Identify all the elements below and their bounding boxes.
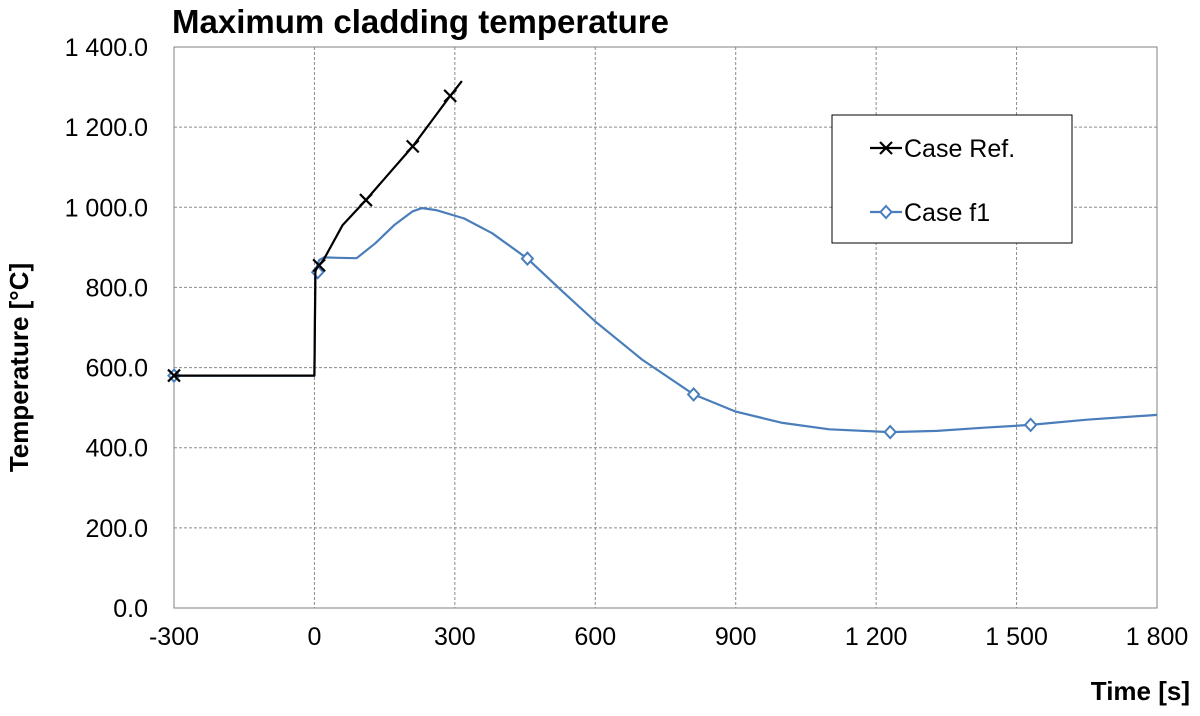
- y-tick-label: 0.0: [113, 595, 148, 623]
- data-point-case-ref: [405, 139, 420, 154]
- y-tick-label: 200.0: [85, 515, 148, 543]
- x-tick-label: 300: [434, 623, 476, 651]
- data-point-case-f1: [520, 251, 535, 267]
- y-tick-label: 600.0: [85, 355, 148, 383]
- legend: Case Ref. Case f1: [831, 114, 1073, 244]
- y-axis-label: Temperature [°C]: [4, 263, 34, 472]
- x-tick-label: 600: [574, 623, 616, 651]
- x-tick-label: 1 800: [1126, 623, 1189, 651]
- legend-item-case-ref: Case Ref.: [870, 135, 1015, 163]
- x-axis-ticks: -300 0 300 600 900 1 200 1 500 1 800: [149, 623, 1188, 651]
- y-tick-label: 800.0: [85, 274, 148, 302]
- series-line-case-ref: [174, 80, 463, 377]
- y-tick-label: 1 200.0: [65, 114, 148, 142]
- data-point-case-f1: [686, 386, 701, 402]
- legend-label: Case f1: [904, 199, 990, 227]
- data-point-case-f1: [1023, 417, 1038, 433]
- x-tick-label: 1 200: [845, 623, 908, 651]
- series-case-ref: [167, 80, 463, 383]
- x-axis-label: Time [s]: [1091, 676, 1190, 706]
- data-point-case-ref: [167, 368, 181, 383]
- data-point-case-ref: [359, 193, 373, 207]
- chart-title: Maximum cladding temperature: [172, 3, 669, 40]
- x-tick-label: 0: [307, 623, 321, 651]
- y-tick-label: 1 400.0: [65, 34, 148, 62]
- x-tick-label: 1 500: [985, 623, 1048, 651]
- data-point-case-ref: [443, 89, 457, 103]
- x-tick-label: -300: [149, 623, 199, 651]
- y-axis-ticks: 0.0 200.0 400.0 600.0 800.0 1 000.0 1 200.0 1 4…: [65, 34, 148, 623]
- legend-marker-case-f1: [879, 204, 893, 220]
- series-group: [167, 80, 1158, 440]
- legend-box: [831, 114, 1073, 244]
- data-point-case-f1: [883, 424, 898, 440]
- x-tick-label: 900: [715, 623, 757, 651]
- legend-marker-case-ref: [879, 141, 893, 155]
- legend-label: Case Ref.: [904, 135, 1015, 163]
- series-line-case-f1: [174, 207, 1158, 434]
- y-tick-label: 1 000.0: [65, 194, 148, 222]
- legend-item-case-f1: Case f1: [870, 199, 990, 227]
- plot-area: [173, 46, 1158, 609]
- data-point-case-ref: [312, 258, 326, 273]
- y-tick-label: 400.0: [85, 435, 148, 463]
